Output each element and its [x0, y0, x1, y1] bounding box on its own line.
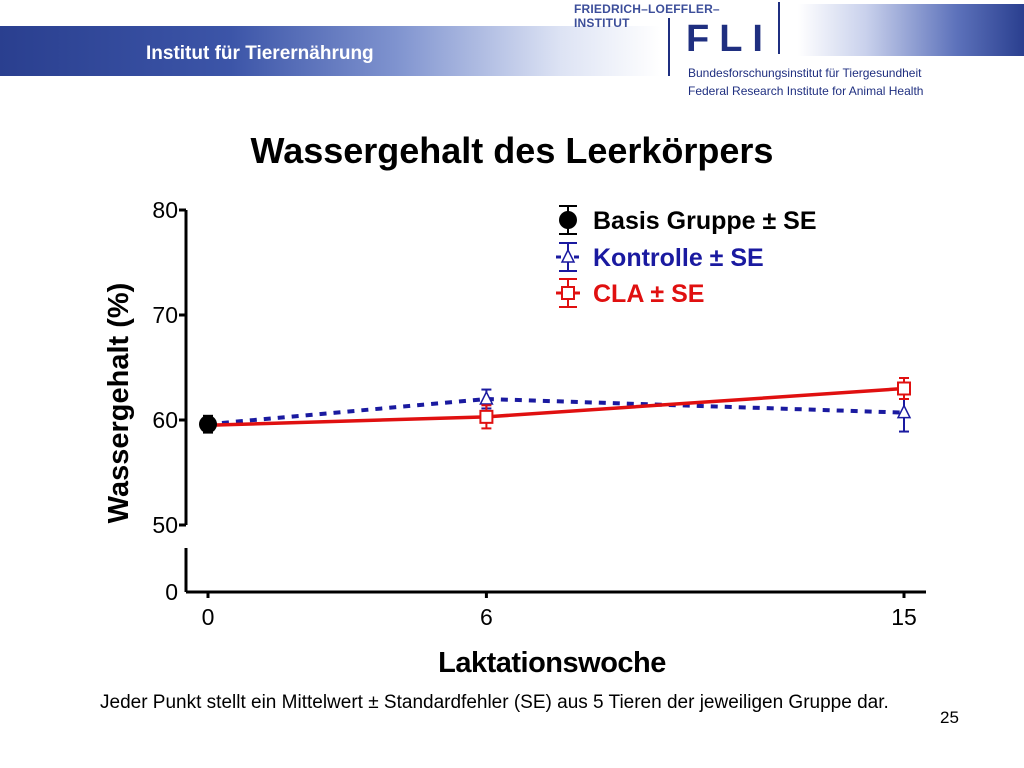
legend-label: Basis Gruppe ± SE: [593, 207, 817, 235]
data-point-2-2: [897, 381, 911, 396]
y-tick-label: 80: [152, 197, 178, 223]
logo-divider-top: [778, 2, 780, 54]
legend-label: Kontrolle ± SE: [593, 244, 764, 272]
y-axis-label: Wassergehalt (%): [103, 283, 135, 524]
y-tick-label: 60: [152, 407, 178, 433]
header-title: Institut für Tierernährung: [146, 43, 374, 64]
logo-subtitle-en: Federal Research Institute for Animal He…: [688, 84, 924, 98]
footnote: Jeder Punkt stellt ein Mittelwert ± Stan…: [100, 692, 889, 713]
logo-subtitle-de: Bundesforschungsinstitut für Tiergesundh…: [688, 66, 922, 80]
y-tick-label: 0: [165, 579, 178, 605]
data-point-2-1: [479, 409, 494, 424]
x-tick-label: 15: [891, 604, 917, 630]
logo-band: [798, 4, 1024, 56]
data-point-0-0: [199, 415, 217, 434]
y-tick-label: 50: [152, 512, 178, 538]
legend-marker-2: [561, 286, 575, 300]
data-point-1-2: [896, 403, 912, 419]
y-tick-label: 70: [152, 302, 178, 328]
x-tick-label: 6: [480, 604, 493, 630]
data-point-1-1: [479, 390, 494, 405]
logo-acronym: FLI: [686, 18, 773, 60]
x-axis-label: Laktationswoche: [438, 647, 666, 679]
series-line-2: [207, 386, 905, 427]
logo-divider: [668, 18, 670, 76]
chart-title: Wassergehalt des Leerkörpers: [250, 130, 774, 171]
legend-label: CLA ± SE: [593, 280, 704, 308]
logo-institute-name: FRIEDRICH–LOEFFLER–INSTITUT: [574, 2, 766, 30]
slide-number: 25: [940, 708, 959, 727]
header-bar: [0, 26, 660, 76]
legend-marker-1: [560, 248, 576, 263]
legend-marker-0: [559, 211, 577, 229]
x-tick-label: 0: [202, 604, 215, 630]
